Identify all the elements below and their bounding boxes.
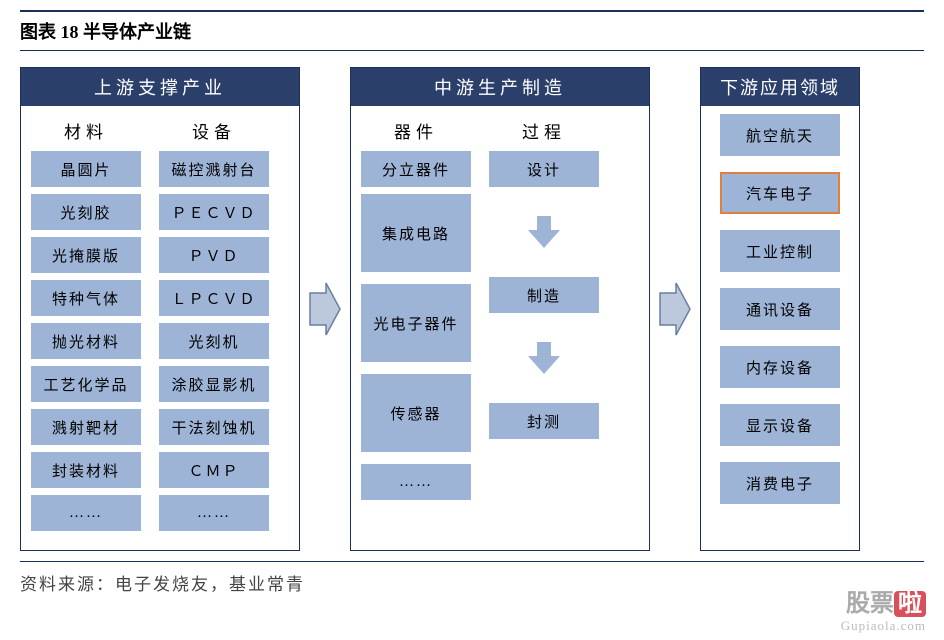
downstream-section: 下游应用领域 航空航天汽车电子工业控制通讯设备内存设备显示设备消费电子 [700,67,860,551]
cell-item: 航空航天 [720,114,840,156]
cell-item: 晶圆片 [31,151,141,187]
source-text: 资料来源：电子发烧友，基业常青 [20,561,924,595]
cell-item: 抛光材料 [31,323,141,359]
upstream-header: 上游支撑产业 [21,68,299,106]
cell-item: 传感器 [361,374,471,452]
arrow-mid-to-down [658,279,692,339]
watermark: 股票啦 Gupiaola.com [841,583,926,634]
cell-item: 分立器件 [361,151,471,187]
watermark-sub: Gupiaola.com [841,618,926,634]
cell-item: 设计 [489,151,599,187]
equipment-title: 设备 [192,118,236,143]
process-title: 过程 [522,118,566,143]
diagram-main: 上游支撑产业 材料 晶圆片光刻胶光掩膜版特种气体抛光材料工艺化学品溅射靶材封装材… [20,67,924,551]
upstream-equipment-col: 设备 磁控溅射台 ＰＥＣＶＤ ＰＶＤ ＬＰＣＶＤ 光刻机涂胶显影机干法刻蚀机 ＣＭＰ …… [159,114,269,538]
cell-item: …… [361,464,471,500]
cell-item: 光掩膜版 [31,237,141,273]
cell-item: 干法刻蚀机 [159,409,269,445]
cell-item: 封装材料 [31,452,141,488]
down-arrow-icon [489,187,599,277]
cell-item: 涂胶显影机 [159,366,269,402]
cell-item: 封测 [489,403,599,439]
cell-item: 工业控制 [720,230,840,272]
cell-item: ＰＶＤ [159,237,269,273]
cell-item: ＬＰＣＶＤ [159,280,269,316]
upstream-materials-col: 材料 晶圆片光刻胶光掩膜版特种气体抛光材料工艺化学品溅射靶材封装材料 …… [31,114,141,538]
downstream-header: 下游应用领域 [701,68,859,106]
midstream-section: 中游生产制造 器件 分立器件集成电路光电子器件传感器 …… 过程 设计制造封测 [350,67,650,551]
midstream-header: 中游生产制造 [351,68,649,106]
materials-title: 材料 [64,118,108,143]
cell-item: 内存设备 [720,346,840,388]
cell-item: 集成电路 [361,194,471,272]
cell-item: …… [31,495,141,531]
cell-item: …… [159,495,269,531]
cell-item: 汽车电子 [720,172,840,214]
cell-item: 光刻机 [159,323,269,359]
cell-item: 通讯设备 [720,288,840,330]
watermark-main: 股票 [846,591,894,617]
midstream-process-col: 过程 设计制造封测 [489,114,599,500]
cell-item: ＰＥＣＶＤ [159,194,269,230]
watermark-la: 啦 [894,591,926,617]
cell-item: 溅射靶材 [31,409,141,445]
cell-item: 光刻胶 [31,194,141,230]
figure-title: 图表 18 半导体产业链 [20,10,924,51]
upstream-section: 上游支撑产业 材料 晶圆片光刻胶光掩膜版特种气体抛光材料工艺化学品溅射靶材封装材… [20,67,300,551]
cell-item: 制造 [489,277,599,313]
cell-item: 磁控溅射台 [159,151,269,187]
cell-item: 显示设备 [720,404,840,446]
midstream-components-col: 器件 分立器件集成电路光电子器件传感器 …… [361,114,471,500]
cell-item: 特种气体 [31,280,141,316]
cell-item: 消费电子 [720,462,840,504]
cell-item: 光电子器件 [361,284,471,362]
components-title: 器件 [394,118,438,143]
cell-item: 工艺化学品 [31,366,141,402]
arrow-up-to-mid [308,279,342,339]
cell-item: ＣＭＰ [159,452,269,488]
down-arrow-icon [489,313,599,403]
downstream-col: 航空航天汽车电子工业控制通讯设备内存设备显示设备消费电子 [711,114,849,520]
